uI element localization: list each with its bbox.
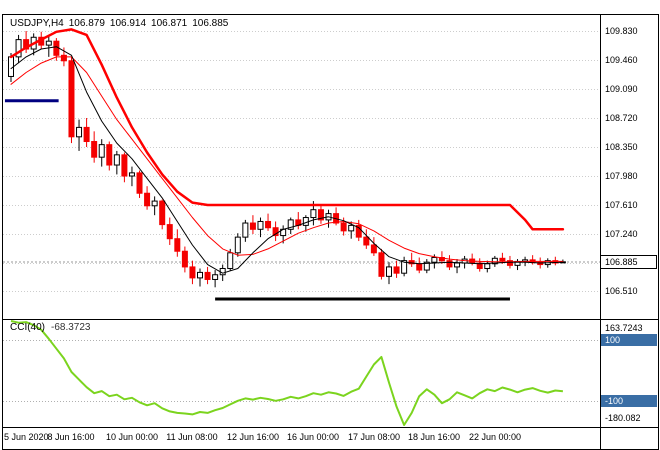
time-axis-label: 22 Jun 00:00: [468, 432, 522, 442]
symbol-timeframe-label: USDJPY,H4: [10, 18, 64, 29]
price-axis-label: 108.720: [605, 113, 638, 123]
usdjpy-chart-window: USDJPY,H4 106.879 106.914 106.871 106.885 CC…: [2, 14, 659, 450]
time-axis-label: 5 Jun 2020: [4, 432, 49, 442]
price-axis-label: 106.510: [605, 286, 638, 296]
time-axis-label: 12 Jun 16:00: [226, 432, 280, 442]
cci-level-minus100-tag: -100: [601, 395, 657, 407]
price-axis-label: 107.980: [605, 171, 638, 181]
time-axis-label: 11 Jun 08:00: [166, 432, 218, 442]
price-axis-label: 107.610: [605, 200, 638, 210]
current-price-tag: 106.885: [600, 255, 657, 269]
cci-name: CCI(40): [10, 322, 46, 333]
cci-level-100-tag: 100: [601, 334, 657, 346]
time-axis-label: 10 Jun 00:00: [105, 432, 159, 442]
chart-header: USDJPY,H4 106.879 106.914 106.871 106.885: [10, 18, 233, 29]
cci-current-value: -68.3723: [51, 322, 91, 333]
cci-max-label: 163.7243: [605, 323, 643, 333]
time-axis-label: 8 Jun 16:00: [47, 432, 95, 442]
open-value: 106.879: [68, 18, 105, 29]
label-layer: USDJPY,H4 106.879 106.914 106.871 106.885 CC…: [3, 15, 658, 449]
price-axis-label: 109.090: [605, 84, 638, 94]
price-axis-label: 109.830: [605, 26, 638, 36]
price-axis-label: 109.460: [605, 55, 638, 65]
cci-min-label: -180.082: [605, 413, 641, 423]
high-value: 106.914: [109, 18, 147, 29]
chart-canvas[interactable]: [3, 15, 658, 449]
price-axis-label: 108.350: [605, 142, 638, 152]
close-value: 106.885: [192, 18, 229, 29]
low-value: 106.871: [151, 18, 188, 29]
time-axis-label: 17 Jun 08:00: [347, 432, 401, 442]
price-axis-label: 107.240: [605, 229, 638, 239]
cci-indicator-label: CCI(40) -68.3723: [10, 322, 91, 333]
time-axis-label: 18 Jun 16:00: [407, 432, 461, 442]
time-axis-label: 16 Jun 00:00: [286, 432, 340, 442]
